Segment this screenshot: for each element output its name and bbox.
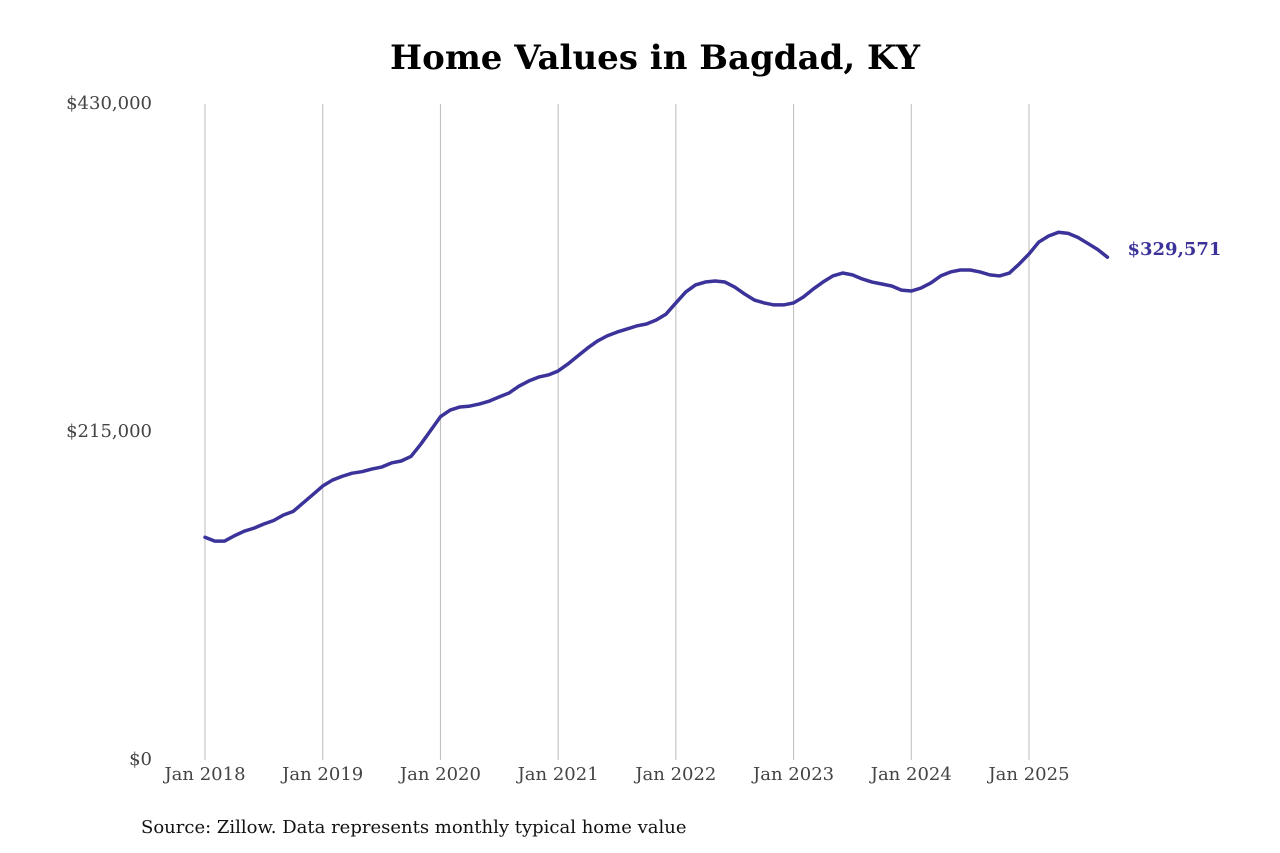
x-tick-label: Jan 2021: [516, 764, 599, 785]
x-tick-label: Jan 2022: [633, 764, 716, 785]
source-note: Source: Zillow. Data represents monthly …: [141, 817, 687, 838]
x-tick-label: Jan 2023: [751, 764, 834, 785]
chart-title: Home Values in Bagdad, KY: [390, 38, 921, 78]
x-tick-label: Jan 2025: [986, 764, 1069, 785]
x-tick-label: Jan 2018: [162, 764, 245, 785]
value-label: $329,571: [1127, 239, 1221, 260]
y-tick-label: $0: [129, 749, 152, 770]
y-tick-label: $430,000: [66, 93, 152, 114]
y-tick-label: $215,000: [66, 421, 152, 442]
x-tick-label: Jan 2019: [280, 764, 363, 785]
x-tick-label: Jan 2020: [398, 764, 481, 785]
x-tick-label: Jan 2024: [869, 764, 952, 785]
line: [203, 230, 1110, 543]
